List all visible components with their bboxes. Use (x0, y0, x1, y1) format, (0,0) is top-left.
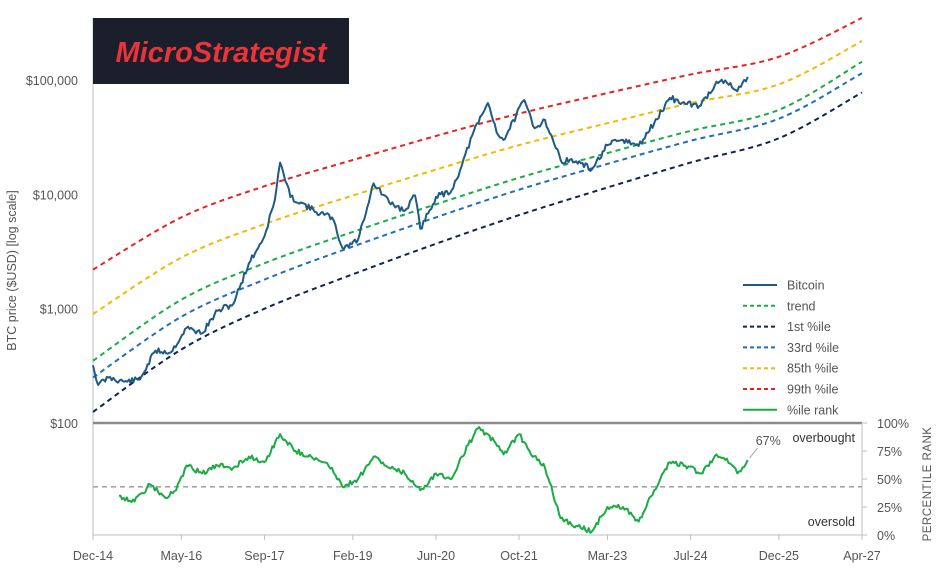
current-value-leader (749, 447, 759, 459)
pct-tick-label: 50% (877, 473, 902, 487)
x-tick-label: Apr-27 (843, 549, 881, 563)
percentile-rank-line (118, 426, 749, 534)
y-tick-label: $1,000 (40, 303, 78, 317)
brand-logo: MicroStrategist (93, 18, 349, 84)
legend-label: Bitcoin (787, 279, 825, 293)
oversold-label: oversold (808, 515, 855, 529)
legend-label: trend (787, 299, 816, 313)
y-tick-label: $100 (50, 417, 78, 431)
bands-layer (92, 17, 863, 413)
pct-axis-title: PERCENTILE RANK (922, 427, 934, 542)
pct-tick-label: 100% (877, 417, 909, 431)
x-tick-label: Feb-19 (333, 549, 373, 563)
legend: Bitcoin trend 1st %ile 33rd %ile 85th %ile 99… (743, 279, 839, 417)
band-line-33rd-ile (92, 72, 863, 379)
x-tick-label: Dec-25 (759, 549, 799, 563)
legend-label: 85th %ile (787, 362, 838, 376)
y-axis-title: BTC price ($USD) [log scale] (5, 190, 19, 350)
bitcoin-price-line (92, 76, 749, 386)
legend-label: 33rd %ile (787, 341, 839, 355)
axes-layer: $100 $1,000 $10,000 $100,000 BTC price ($USD… (5, 18, 934, 563)
band-line-trend (92, 60, 863, 362)
y-tick-label: $100,000 (26, 74, 78, 88)
pct-tick-label: 25% (877, 501, 902, 515)
x-tick-label: Dec-14 (73, 549, 113, 563)
percentile-layer: 67% overbought oversold (93, 426, 862, 534)
y-tick-label: $10,000 (33, 188, 78, 202)
legend-label: 99th %ile (787, 383, 838, 397)
band-line-99th-ile (92, 17, 863, 271)
x-tick-label: May-16 (160, 549, 202, 563)
current-percentile-label: 67% (756, 434, 781, 448)
x-tick-label: Sep-17 (244, 549, 284, 563)
x-tick-label: Jul-24 (674, 549, 708, 563)
x-tick-label: Mar-23 (588, 549, 628, 563)
overbought-label: overbought (792, 431, 855, 445)
x-tick-label: Jun-20 (417, 549, 455, 563)
x-tick-label: Oct-21 (500, 549, 538, 563)
band-line-1st-ile (92, 91, 863, 413)
logo-text: MicroStrategist (115, 37, 327, 69)
pct-tick-label: 0% (877, 529, 895, 543)
logo-background (93, 18, 349, 84)
legend-label: 1st %ile (787, 320, 831, 334)
legend-label: %ile rank (787, 403, 839, 417)
price-layer (92, 76, 749, 386)
pct-tick-label: 75% (877, 445, 902, 459)
